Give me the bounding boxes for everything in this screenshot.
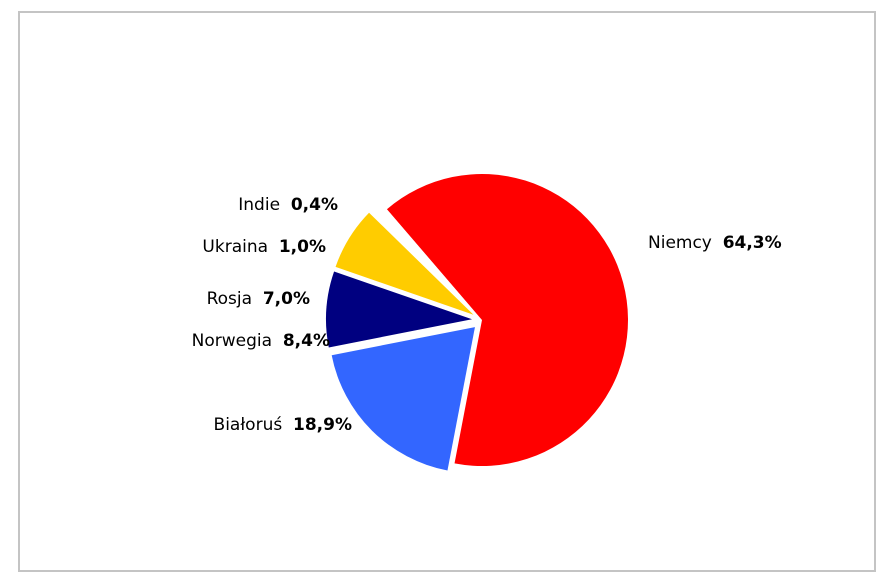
pie-slice-ukraina bbox=[370, 204, 476, 313]
pie-slice-rosja bbox=[335, 212, 474, 315]
slice-label: Białoruś 18,9% bbox=[214, 415, 352, 435]
slice-label-name: Norwegia bbox=[192, 331, 272, 351]
slice-label-value: 0,4% bbox=[291, 195, 338, 215]
slice-label-value: 1,0% bbox=[279, 237, 326, 257]
pie-slice-norwegia bbox=[326, 271, 473, 348]
pie-slices bbox=[326, 174, 628, 471]
slice-label: Norwegia 8,4% bbox=[192, 331, 330, 351]
slice-label-name: Ukraina bbox=[202, 237, 268, 257]
slice-label-name: Niemcy bbox=[648, 233, 712, 253]
slice-label-name: Indie bbox=[238, 195, 280, 215]
pie-slice-bia-oru- bbox=[331, 327, 475, 471]
slice-label-name: Rosja bbox=[207, 289, 252, 309]
slice-label-value: 8,4% bbox=[283, 331, 330, 351]
pie-slice-niemcy bbox=[386, 174, 628, 466]
slice-label: Niemcy 64,3% bbox=[648, 233, 782, 253]
slice-label-name: Białoruś bbox=[214, 415, 283, 435]
slice-label-value: 64,3% bbox=[723, 233, 782, 253]
pie-slice-indie bbox=[377, 201, 476, 313]
pie-labels: Niemcy 64,3% Białoruś 18,9% Norwegia 8,4% R… bbox=[192, 195, 782, 435]
slice-label-value: 18,9% bbox=[293, 415, 352, 435]
slice-label-value: 7,0% bbox=[263, 289, 310, 309]
slice-label: Ukraina 1,0% bbox=[202, 237, 326, 257]
slice-label: Indie 0,4% bbox=[238, 195, 338, 215]
slice-label: Rosja 7,0% bbox=[207, 289, 310, 309]
